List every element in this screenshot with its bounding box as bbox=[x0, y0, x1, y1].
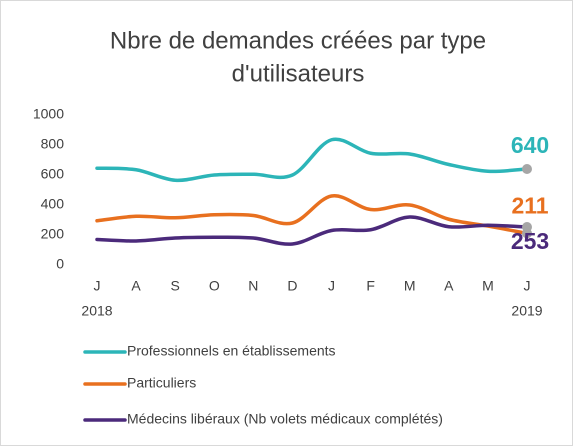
x-tick-label: O bbox=[209, 278, 220, 294]
data-label: 640 bbox=[511, 132, 549, 158]
chart-title: d'utilisateurs bbox=[232, 60, 365, 87]
x-tick-label: J bbox=[94, 278, 101, 294]
chart-title: Nbre de demandes créées par type bbox=[110, 27, 486, 54]
end-marker bbox=[522, 222, 532, 233]
y-tick-label: 400 bbox=[41, 196, 65, 212]
x-group-label: 2019 bbox=[511, 303, 542, 319]
legend-label: Médecins libéraux (Nb volets médicaux co… bbox=[127, 411, 443, 427]
x-tick-label: M bbox=[482, 278, 494, 294]
y-tick-label: 1000 bbox=[33, 106, 64, 122]
data-label: 211 bbox=[511, 192, 548, 218]
y-tick-label: 200 bbox=[41, 226, 65, 242]
y-tick-label: 0 bbox=[56, 256, 64, 272]
end-marker bbox=[522, 164, 532, 174]
legend-label: Professionnels en établissements bbox=[127, 343, 336, 359]
x-tick-label: F bbox=[366, 278, 375, 294]
x-tick-label: A bbox=[444, 278, 454, 294]
series-line bbox=[95, 137, 529, 183]
x-group-label: 2018 bbox=[81, 303, 112, 319]
series-line bbox=[95, 215, 529, 246]
data-label: 253 bbox=[511, 228, 549, 254]
x-tick-label: N bbox=[248, 278, 258, 294]
x-tick-label: J bbox=[328, 278, 335, 294]
y-tick-label: 600 bbox=[41, 166, 65, 182]
y-tick-label: 800 bbox=[41, 136, 65, 152]
legend-label: Particuliers bbox=[127, 375, 196, 391]
x-tick-label: M bbox=[404, 278, 416, 294]
x-tick-label: J bbox=[524, 278, 531, 294]
x-tick-label: S bbox=[171, 278, 180, 294]
x-tick-label: D bbox=[287, 278, 297, 294]
x-tick-label: A bbox=[131, 278, 141, 294]
series-line bbox=[95, 194, 529, 236]
